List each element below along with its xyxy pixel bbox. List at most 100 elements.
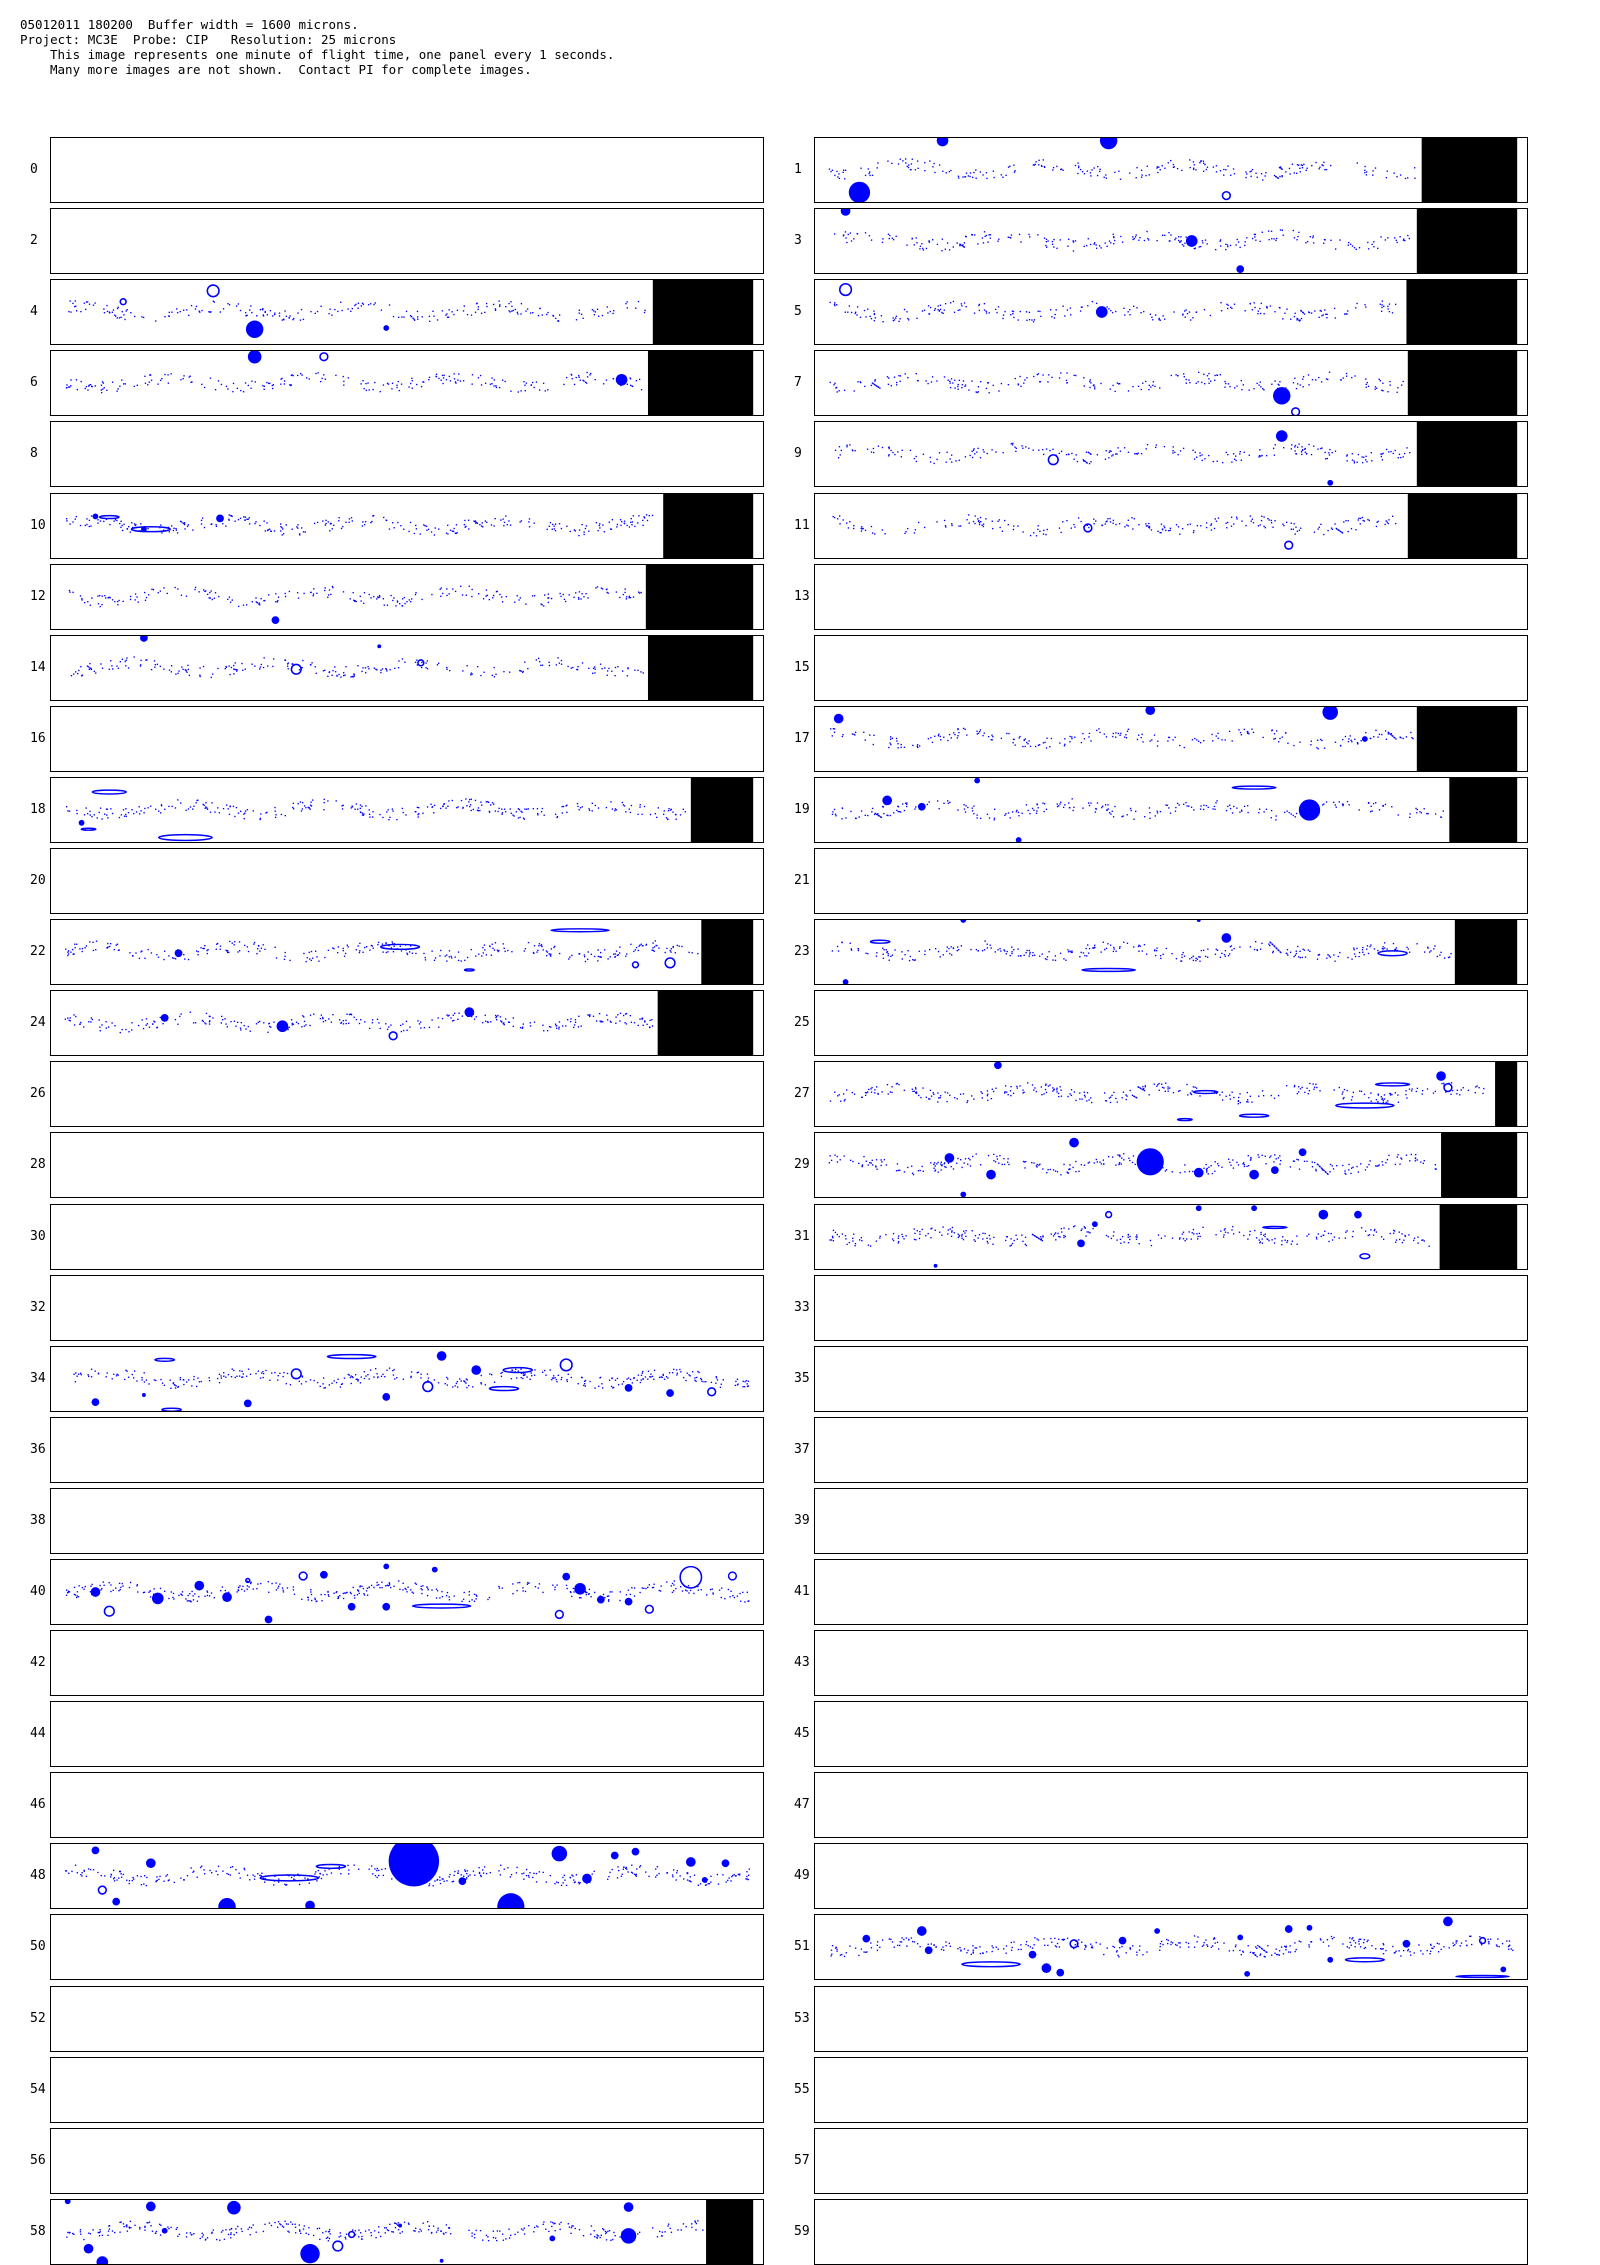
particle-dot [482,952,484,954]
particle-dot [1408,237,1411,240]
particle-dot [1263,313,1265,315]
particle-dot [869,171,871,173]
particle-dot [338,517,340,519]
particle-dot [418,813,420,815]
particle-dot [274,810,276,812]
particle-dot [646,1023,648,1026]
particle-dot [602,383,605,385]
particle-dot [491,377,493,379]
particle-dot [952,1168,955,1170]
particle-dot [254,522,256,525]
particle-dot [1429,951,1431,953]
particle-dot [116,665,118,667]
particle-dot [1383,1094,1386,1096]
particle-dot [376,669,378,671]
particle-dot [1029,813,1031,815]
particle-dot [1163,1087,1165,1089]
particle-dot [1108,1097,1111,1099]
particle-dot [322,1016,324,1019]
particle-dot [1039,381,1041,383]
particle-dot [1286,952,1288,955]
particle-dot [1389,1092,1391,1095]
particle-dot [491,383,493,385]
particle-dot [1377,247,1379,250]
particle-dot [1251,309,1254,311]
particle-dot [574,1018,577,1021]
particle-dot [1271,237,1273,240]
particle-dot [1363,456,1365,458]
particle-dot [844,1098,846,1101]
particle-dot [1043,529,1045,532]
particle-dot [264,310,266,313]
particle-dot [652,942,654,944]
particle-dot [503,1022,505,1024]
particle-dot [121,658,124,660]
particle-dot [1001,1163,1003,1166]
particle-dot [1115,1164,1117,1166]
particle-dot [1090,740,1092,742]
particle-dot [986,947,989,949]
particle-dot [451,799,453,802]
particle-dot [1381,304,1383,306]
particle-dot [1051,240,1054,243]
particle-dot [233,668,235,671]
particle-dot [1293,955,1295,958]
particle-dot [1310,312,1313,314]
particle-dot [867,1091,869,1093]
particle-dot [199,675,201,678]
particle-dot [423,381,425,383]
particle-dot [299,319,302,321]
particle-dot [497,1014,499,1017]
particle-dot [137,601,139,603]
particle-dot [90,668,93,671]
particle-dot [629,597,632,599]
particle-dot [922,1170,924,1172]
particle-dot [1172,450,1174,452]
particle-dot [932,166,934,168]
particle-dot [138,806,140,808]
particle-dot [637,669,639,672]
particle-dot [1129,172,1131,174]
particle-dot [1386,948,1388,950]
particle-dot [1192,161,1195,163]
particle-dot [1036,373,1039,376]
particle-dot [89,810,91,813]
particle-dot [471,383,473,385]
particle-dot [901,951,903,953]
particle-dot [140,523,142,525]
particle-dot [1247,731,1249,733]
particle-dot [228,519,230,521]
particle-dot [1034,745,1037,748]
particle-dot [963,246,965,248]
particle-dot [276,601,279,603]
particle-dot [1067,1095,1069,1098]
particle-dot [921,310,924,312]
particle-dot [411,952,414,954]
particle-dot [1000,950,1002,952]
particle-dot [209,1015,211,1018]
particle-dot [1169,527,1172,530]
particle-dot [1093,946,1095,949]
particle-dot [1302,376,1305,378]
particle-dot [845,237,847,239]
particle-dot [106,946,108,949]
particle-dot [324,587,326,589]
particle-dot [510,301,512,303]
particle-dot [238,941,241,943]
particle-dot [1025,446,1027,448]
particle-dot [888,959,890,961]
particle-dot [970,948,972,951]
particle-dot [865,1160,867,1162]
particle-dot [1071,950,1073,952]
hollow-particle [631,961,640,969]
particle-dot [392,942,394,945]
particle-dot [1107,943,1109,945]
particle-dot [907,166,910,169]
particle-dot [990,739,992,741]
particle-dot [500,1020,502,1022]
particle-dot [291,374,293,376]
particle-dot [1162,953,1164,956]
particle-dot [280,530,282,532]
particle-dot [934,735,936,737]
particle-dot [135,952,137,954]
